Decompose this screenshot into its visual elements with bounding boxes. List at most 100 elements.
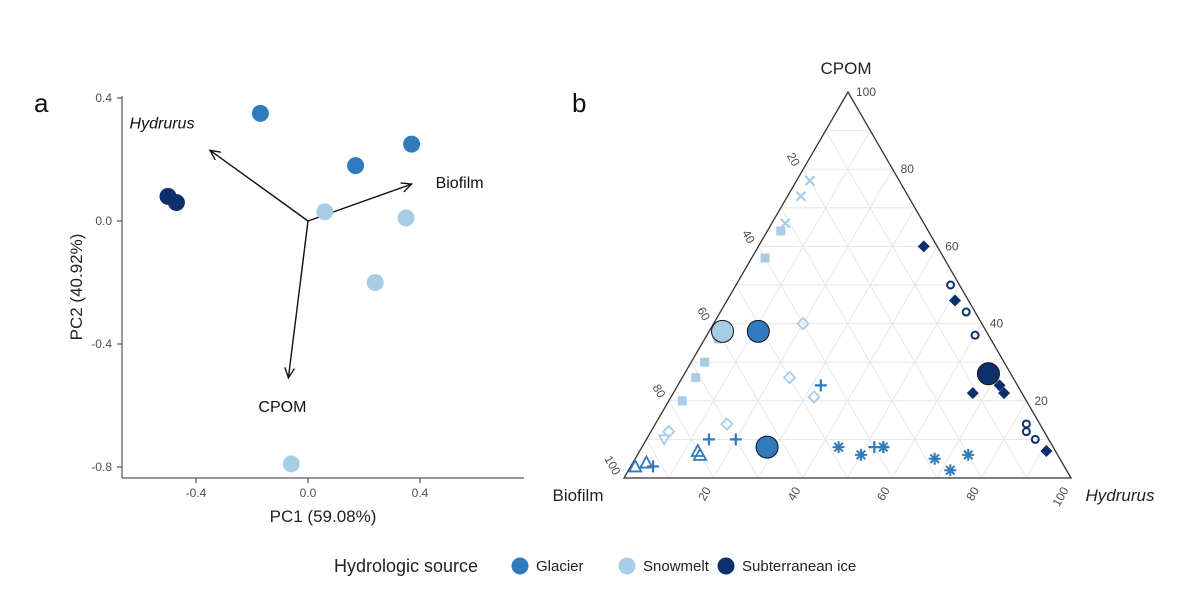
grid-line [780,207,938,479]
ternary-tick-hydrurus: 80 [963,484,982,503]
pca-point-subterranean-ice [167,194,185,212]
panel-a-y-ticks: 0.4 0.0 -0.4 -0.8 [91,91,122,474]
ternary-point-glacier [755,435,779,459]
panel-b-grid [645,130,1050,479]
ternary-point-glacier [647,460,660,473]
ternary-point-subterranean-ice [998,387,1011,400]
ternary-tick-hydrurus: 40 [785,484,804,503]
ternary-point-snowmelt [804,175,816,187]
ternary-point-subterranean-ice [1021,427,1031,437]
ternary-point-snowmelt [795,190,807,202]
ternary-point-snowmelt [711,319,735,343]
ternary-tick-cpom: 80 [901,162,915,176]
panel-b-biofilm-label: Biofilm [552,486,603,505]
ternary-point-glacier [854,448,867,461]
y-tick-label: -0.4 [91,337,112,351]
panel-b-cpom-label: CPOM [821,59,872,78]
ternary-point-snowmelt [677,396,687,406]
ternary-point-subterranean-ice [1040,444,1053,457]
panel-b-ternary-frame [622,90,1073,479]
ternary-tick-cpom: 60 [945,239,959,253]
panel-a-x-ticks: -0.4 0.0 0.4 [186,478,429,500]
grid-line [757,207,916,479]
grid-line [645,439,670,479]
loading-arrow-cpom [287,220,309,378]
ternary-point-snowmelt [657,434,671,447]
grid-line [668,400,714,479]
ternary-point-glacier [877,441,890,454]
ternary-point-subterranean-ice [970,330,980,340]
panel-a-points [159,104,421,473]
loading-label-biofilm: Biofilm [436,175,484,192]
loading-label-cpom: CPOM [258,399,306,416]
pca-point-glacier [347,157,365,175]
panel-b-label: b [572,88,586,118]
ternary-tick-cpom: 20 [1034,394,1048,408]
grid-line [713,323,804,479]
legend: Hydrologic source Glacier Snowmelt Subterr… [334,556,856,576]
y-tick-label: 0.0 [95,214,112,228]
ternary-point-snowmelt [782,370,797,385]
ternary-point-glacier [690,443,706,457]
ternary-tick-biofilm: 80 [650,382,669,401]
ternary-tick-biofilm: 40 [739,227,758,246]
ternary-tick-cpom: 100 [856,85,876,99]
ternary-point-subterranean-ice [966,387,979,400]
legend-swatch-snowmelt [618,557,636,575]
arrow-head [208,149,221,161]
grid-line [847,284,960,479]
ternary-point-glacier [729,433,742,446]
y-tick-label: 0.4 [95,91,112,105]
ternary-point-snowmelt [807,390,821,404]
ternary-point-snowmelt [760,253,770,263]
panel-a-label: a [34,88,49,118]
legend-label: Glacier [536,558,584,575]
ternary-tick-biofilm: 20 [784,150,803,169]
loading-arrow-hydrurus [209,149,309,222]
ternary-point-glacier [702,433,715,446]
pca-point-glacier [403,135,421,153]
ternary-tick-hydrurus: 20 [695,484,714,503]
ternary-point-snowmelt [700,357,710,367]
panel-b-points [627,175,1053,477]
legend-label: Subterranean ice [742,558,856,575]
x-tick-label: -0.4 [186,486,207,500]
ternary-tick-hydrurus: 60 [874,484,893,503]
ternary-point-subterranean-ice [949,294,962,307]
grid-line [825,130,1027,479]
grid-line [981,400,1027,479]
ternary-point-glacier [832,441,845,454]
legend-swatch-glacier [511,557,529,575]
panel-a-loading-arrows: Hydrurus Biofilm CPOM [130,115,484,416]
arrow-head [400,182,414,193]
ternary-point-snowmelt [720,417,734,431]
ternary-point-subterranean-ice [1021,419,1031,429]
legend-swatch-subterranean-ice [717,557,735,575]
ternary-point-subterranean-ice [1030,434,1040,444]
pca-point-glacier [251,104,269,122]
ternary-point-snowmelt [779,217,791,229]
ternary-tick-biofilm: 60 [694,305,713,324]
legend-title: Hydrologic source [334,556,478,576]
ternary-point-glacier [814,379,827,392]
pca-point-snowmelt [282,455,300,473]
panel-b: b 100 80 60 40 20 20 40 60 80 100 20 40 60 80 100 CPOM… [552,59,1154,509]
panel-a-y-axis-title: PC2 (40.92%) [67,234,86,341]
ternary-point-glacier [928,452,941,465]
ternary-point-snowmelt [691,373,701,383]
ternary-point-subterranean-ice [976,362,1000,386]
ternary-tick-biofilm: 100 [601,453,623,478]
ternary-point-subterranean-ice [993,379,1006,392]
grid-line [668,130,871,479]
arrow-head [284,367,295,380]
pca-point-snowmelt [366,274,384,291]
ternary-point-snowmelt [796,316,810,331]
panel-a-x-axis-title: PC1 (59.08%) [270,507,377,526]
ternary-point-glacier [638,454,654,469]
legend-items: Glacier Snowmelt Subterranean ice [511,557,856,575]
pca-point-snowmelt [397,209,415,227]
ternary-point-subterranean-ice [917,240,930,253]
ternary-point-snowmelt [776,226,786,236]
ternary-point-glacier [627,458,643,473]
ternary-point-subterranean-ice [961,307,971,317]
